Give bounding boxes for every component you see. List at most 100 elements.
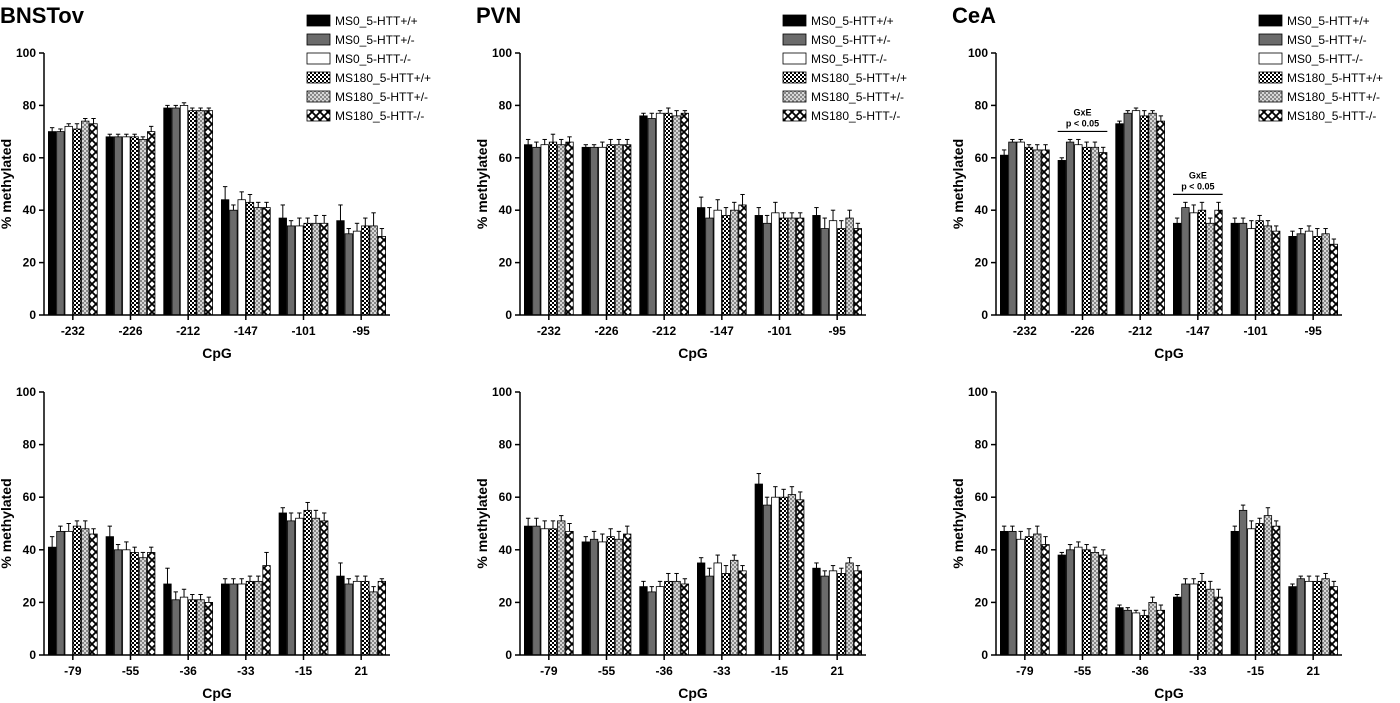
- bar: [336, 575, 345, 656]
- chart-title: CeA: [952, 3, 996, 28]
- bar: [837, 228, 846, 316]
- bar: [48, 131, 57, 316]
- x-tick-label: -95: [1304, 324, 1322, 338]
- x-tick-label: 21: [1306, 664, 1320, 678]
- x-tick-label: -36: [655, 664, 673, 678]
- x-tick-label: -101: [767, 324, 791, 338]
- legend-label: MS0_5-HTT+/+: [1287, 14, 1370, 28]
- y-tick-label: 80: [975, 438, 989, 452]
- x-tick-label: -15: [1247, 664, 1265, 678]
- x-tick-label: -15: [295, 664, 313, 678]
- x-axis-label: CpG: [1154, 685, 1184, 701]
- bar: [1230, 530, 1239, 656]
- bar: [672, 580, 681, 656]
- bar: [754, 215, 763, 316]
- bar: [589, 146, 599, 316]
- legend-swatch: [1258, 90, 1283, 103]
- chart-panel-1: BNSTov % methylated CpG 0 20 40 60 80 100 -232 -22…: [0, 3, 431, 361]
- legend-swatch: [306, 14, 331, 27]
- bar: [1016, 538, 1025, 656]
- bar: [245, 201, 255, 316]
- bar: [1123, 112, 1132, 316]
- bar: [122, 549, 131, 656]
- bar: [320, 520, 329, 656]
- bar: [713, 562, 722, 656]
- bar: [377, 235, 387, 316]
- bar: [147, 552, 156, 656]
- bar: [697, 207, 706, 316]
- bar: [796, 217, 805, 316]
- bar: [1255, 220, 1264, 316]
- y-tick-label: 40: [975, 203, 989, 217]
- bar: [1016, 141, 1025, 316]
- bar: [295, 517, 304, 656]
- x-tick-label: -36: [1131, 664, 1149, 678]
- bar: [1197, 580, 1207, 656]
- y-tick-label: 100: [16, 385, 36, 399]
- chart-panel-3: CeA % methylated CpG 0 20 40 60 80 100 -232 -226 -2…: [950, 3, 1383, 361]
- bar: [361, 225, 370, 316]
- bar: [1156, 609, 1165, 656]
- bar: [1033, 149, 1042, 316]
- bar: [320, 222, 329, 316]
- bar: [548, 528, 558, 656]
- bar: [639, 115, 648, 316]
- x-tick-label: -226: [594, 324, 618, 338]
- bar: [771, 496, 780, 656]
- y-tick-label: 0: [29, 308, 36, 322]
- bar: [1189, 212, 1198, 316]
- legend-swatch: [306, 109, 331, 122]
- bar: [1247, 228, 1256, 316]
- legend-swatch: [1258, 71, 1283, 84]
- bar: [278, 217, 287, 316]
- legend-label: MS180_5-HTT+/+: [1287, 71, 1383, 85]
- y-tick-label: 0: [29, 648, 36, 662]
- bar: [56, 131, 65, 316]
- bar: [254, 207, 263, 316]
- bar: [1296, 578, 1305, 656]
- bar: [680, 583, 689, 656]
- bar: [81, 120, 90, 316]
- y-tick-label: 80: [499, 98, 513, 112]
- bar: [721, 215, 731, 316]
- y-tick-label: 100: [16, 46, 36, 60]
- bar: [81, 528, 90, 656]
- y-axis-label: % methylated: [950, 478, 966, 568]
- bar: [1148, 112, 1157, 316]
- bar: [1065, 141, 1075, 316]
- bar: [1329, 586, 1338, 656]
- bar: [655, 586, 665, 656]
- bar: [188, 599, 197, 656]
- legend-swatch: [306, 71, 331, 84]
- bar: [64, 530, 73, 656]
- chart-panel-4: % methylated CpG 0 20 40 60 80 100 -79 -55 -36 -33 -…: [0, 385, 390, 701]
- legend-label: MS180_5-HTT+/-: [811, 90, 904, 104]
- bar: [1173, 596, 1182, 656]
- bar: [369, 591, 378, 656]
- x-tick-label: -232: [537, 324, 561, 338]
- y-tick-label: 80: [975, 98, 989, 112]
- bar: [606, 144, 615, 316]
- bar: [532, 525, 541, 656]
- y-tick-label: 60: [975, 490, 989, 504]
- bar: [779, 217, 788, 316]
- y-tick-label: 20: [23, 256, 37, 270]
- bar: [614, 144, 624, 316]
- bar: [1321, 578, 1330, 656]
- y-axis-label: % methylated: [474, 139, 490, 229]
- bar: [524, 144, 533, 316]
- x-tick-label: 21: [830, 664, 844, 678]
- bar: [1115, 123, 1124, 316]
- bar: [303, 222, 312, 316]
- bar: [557, 520, 566, 656]
- bar: [72, 525, 82, 656]
- bar: [1082, 146, 1091, 316]
- bar: [779, 496, 788, 656]
- y-axis-label: % methylated: [0, 478, 14, 568]
- bar: [1255, 523, 1264, 656]
- x-tick-label: -147: [1186, 324, 1210, 338]
- bar: [122, 136, 131, 316]
- bar: [796, 499, 805, 656]
- bar: [377, 580, 387, 656]
